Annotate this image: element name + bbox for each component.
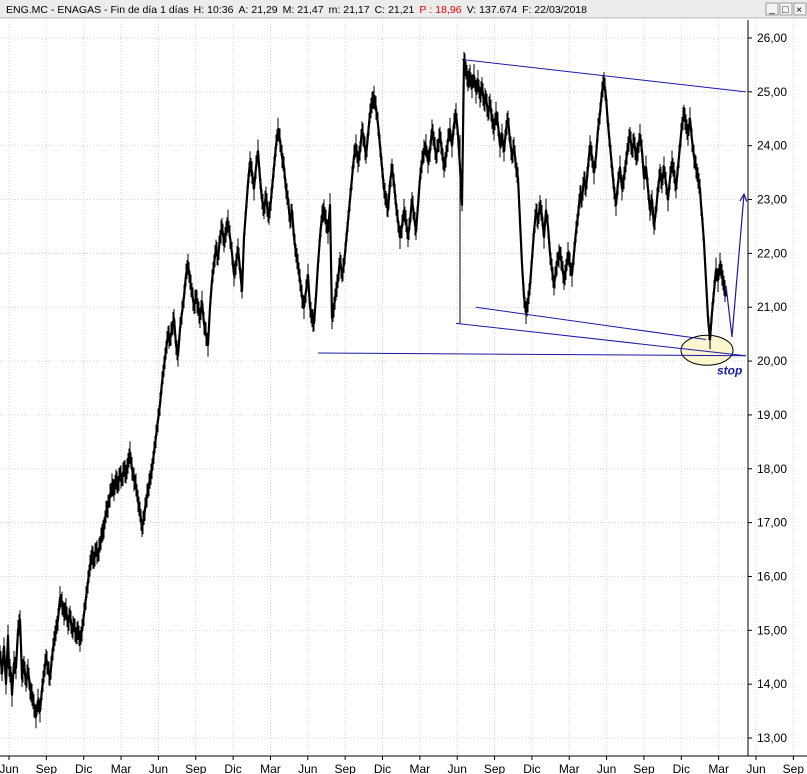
header-sep2: -: [101, 4, 110, 16]
price-series-line: [0, 58, 728, 718]
x-tick-label: Jun: [597, 762, 616, 774]
x-axis: Jun Sep Dic Mar Jun Sep Dic Mar Jun Sep Dic Mar Jun S…: [0, 755, 807, 774]
x-tick-label: Jun: [0, 762, 19, 774]
y-tick-label: 23,00: [757, 193, 787, 207]
x-tick-label: Jun: [746, 762, 765, 774]
y-tick-label: 17,00: [757, 516, 787, 530]
header-bar: [0, 0, 807, 18]
annotation-layer: stop: [317, 59, 747, 377]
stop-label: stop: [717, 363, 742, 377]
x-tick-label: Dic: [224, 762, 241, 774]
y-tick-label: 20,00: [757, 354, 787, 368]
x-tick-label: Sep: [484, 762, 506, 774]
header-f-label: F:: [522, 4, 531, 16]
projection-arrow-head: [739, 192, 748, 202]
header-mm-value: 21,17: [343, 4, 369, 16]
header-period: Fin de día 1 días: [110, 4, 188, 16]
grid-layer: [0, 18, 794, 756]
highlight-layer: [680, 334, 734, 366]
header-m-value: 21,47: [297, 4, 323, 16]
y-tick-label: 14,00: [757, 677, 787, 691]
header-m-label: M:: [283, 4, 295, 16]
x-tick-label: Mar: [111, 762, 132, 774]
header-c-value: 21,21: [388, 4, 414, 16]
header-sep1: -: [48, 4, 57, 16]
close-icon: ×: [796, 4, 802, 16]
x-tick-label: Mar: [260, 762, 281, 774]
header-mm-label: m:: [329, 4, 341, 16]
window-controls: _ □ ×: [765, 2, 807, 16]
y-tick-label: 19,00: [757, 408, 787, 422]
channel-lower-line: [455, 322, 747, 357]
x-tick-label: Sep: [783, 762, 805, 774]
y-tick-label: 26,00: [757, 31, 787, 45]
close-button[interactable]: [793, 2, 807, 16]
arrow-layer: [725, 192, 748, 337]
x-tick-label: Sep: [36, 762, 58, 774]
header-a-label: A:: [238, 4, 248, 16]
dip-arrow-line: [725, 285, 733, 337]
header-a-value: 21,29: [251, 4, 277, 16]
y-axis: 13,00 14,00 15,00 16,00 17,00 18,00 19,00 20,00…: [747, 20, 787, 756]
header-v-label: V:: [467, 4, 477, 16]
y-tick-label: 18,00: [757, 462, 787, 476]
x-tick-label: Jun: [448, 762, 467, 774]
x-tick-label: Jun: [149, 762, 168, 774]
x-tick-label: Dic: [673, 762, 690, 774]
x-tick-label: Dic: [523, 762, 540, 774]
y-tick-label: 13,00: [757, 731, 787, 745]
header-v-value: 137.674: [479, 4, 517, 16]
header-quote-text: ENG.MC - ENAGAS - Fin de día 1 días H: 10:…: [6, 4, 587, 16]
header-p-colon: :: [429, 4, 432, 16]
y-tick-label: 15,00: [757, 623, 787, 637]
x-tick-label: Sep: [185, 762, 207, 774]
header-h-label: H:: [194, 4, 205, 16]
minimize-icon: _: [768, 3, 775, 15]
header-h-value: 10:36: [207, 4, 233, 16]
x-tick-label: Mar: [559, 762, 580, 774]
x-tick-label: Sep: [334, 762, 356, 774]
projection-arrow-line: [731, 194, 745, 337]
support-line: [317, 352, 746, 357]
y-tick-label: 21,00: [757, 300, 787, 314]
channel-inner-line: [475, 306, 707, 341]
header-p-label: P: [419, 4, 426, 16]
header-f-value: 22/03/2018: [534, 4, 587, 16]
y-tick-label: 25,00: [757, 85, 787, 99]
header-c-label: C:: [375, 4, 386, 16]
minimize-button[interactable]: [765, 2, 779, 16]
restore-icon: □: [782, 4, 789, 16]
x-tick-label: Jun: [298, 762, 317, 774]
stop-highlight-ellipse: [680, 334, 734, 366]
y-tick-label: 24,00: [757, 139, 787, 153]
restore-button[interactable]: [779, 2, 793, 16]
x-tick-label: Mar: [708, 762, 729, 774]
series-layer: [0, 51, 728, 729]
header-name: ENAGAS: [57, 4, 101, 16]
header-symbol: ENG.MC: [6, 4, 48, 16]
x-tick-label: Dic: [75, 762, 92, 774]
x-tick-label: Mar: [410, 762, 431, 774]
y-tick-label: 16,00: [757, 569, 787, 583]
x-tick-label: Dic: [374, 762, 391, 774]
x-tick-label: Sep: [633, 762, 655, 774]
y-tick-label: 22,00: [757, 246, 787, 260]
header-p-value: 18,96: [435, 4, 461, 16]
